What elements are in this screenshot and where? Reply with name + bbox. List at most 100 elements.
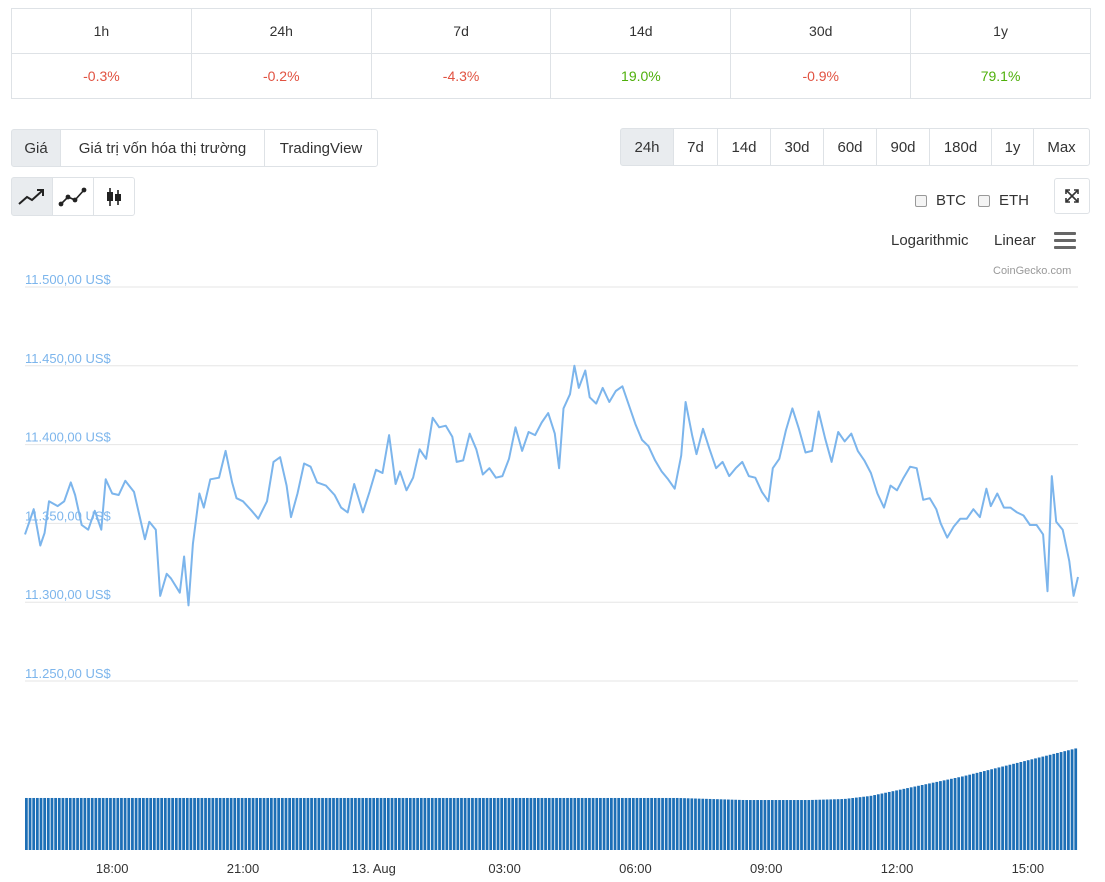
volume-bar [957, 777, 961, 850]
point-line-chart-button[interactable] [52, 177, 94, 216]
range-60d[interactable]: 60d [823, 128, 877, 166]
volume-bar [28, 797, 32, 850]
volume-bar [599, 797, 602, 850]
eth-checkbox[interactable] [978, 194, 990, 207]
volume-bar [90, 797, 94, 850]
volume-bar [964, 775, 968, 850]
volume-bar [862, 796, 866, 850]
volume-bar [321, 797, 324, 850]
volume-bar [924, 784, 928, 850]
range-1y[interactable]: 1y [991, 128, 1034, 166]
volume-bar [405, 797, 409, 850]
volume-bar [449, 797, 452, 850]
volume-bar [339, 797, 343, 850]
scale-logarithmic[interactable]: Logarithmic [891, 232, 969, 249]
menu-icon[interactable] [1054, 232, 1076, 250]
chart-type-toggle [11, 177, 135, 216]
volume-bar [474, 797, 478, 850]
btc-checkbox[interactable] [915, 194, 927, 207]
volume-bar [712, 799, 716, 850]
volume-bar [646, 797, 650, 850]
volume-bar [485, 797, 489, 850]
volume-bar [770, 800, 774, 850]
volume-bar [533, 797, 536, 850]
volume-bar [953, 778, 957, 850]
volume-bar [394, 797, 398, 850]
volume-bar [105, 797, 109, 850]
volume-bar [624, 797, 628, 850]
compare-btc[interactable]: BTC [915, 192, 966, 209]
credit-link[interactable]: CoinGecko.com [993, 265, 1072, 277]
volume-bar [262, 797, 266, 850]
volume-bar [898, 789, 902, 850]
volume-bar [343, 797, 346, 850]
range-max[interactable]: Max [1033, 128, 1090, 166]
volume-bar [182, 797, 185, 850]
volume-bar [416, 797, 419, 850]
volume-bar [507, 797, 511, 850]
volume-bar [595, 797, 599, 850]
range-7d[interactable]: 7d [673, 128, 718, 166]
volume-bar [372, 797, 376, 850]
volume-bar [610, 797, 613, 850]
tab-price[interactable]: Giá [11, 129, 61, 167]
volume-bar [811, 799, 814, 850]
volume-bar [240, 797, 244, 850]
volume-bar [672, 797, 675, 850]
fullscreen-button[interactable] [1054, 178, 1090, 214]
period-24h: 24h [190, 8, 372, 54]
volume-bar [807, 800, 811, 850]
volume-bar [482, 797, 485, 850]
change-7d: -4.3% [370, 53, 552, 99]
volume-bar [555, 797, 558, 850]
x-tick-label: 15:00 [1012, 861, 1045, 876]
chart-grid [25, 286, 1078, 682]
volume-bar [1019, 762, 1023, 850]
volume-bar [68, 797, 72, 850]
volume-bar [46, 797, 50, 850]
x-tick-label: 13. Aug [352, 861, 396, 876]
price-series-line [24, 364, 1079, 607]
volume-bar [489, 797, 493, 850]
range-180d[interactable]: 180d [929, 128, 992, 166]
tab-market-cap[interactable]: Giá trị vốn hóa thị trường [60, 129, 265, 167]
candlestick-button[interactable] [93, 177, 135, 216]
volume-bar [94, 797, 98, 850]
volume-bar [591, 797, 595, 850]
volume-bar [617, 797, 621, 850]
volume-bar [705, 798, 708, 850]
volume-bar [620, 797, 624, 850]
volume-bar [668, 797, 672, 850]
volume-bar [248, 797, 251, 850]
volume-bar [979, 771, 983, 850]
volume-bar [434, 797, 438, 850]
volume-bar [1034, 758, 1037, 850]
volume-bar [87, 797, 90, 850]
volume-bar [185, 797, 189, 850]
volume-bar [412, 797, 416, 850]
scale-linear[interactable]: Linear [994, 232, 1036, 249]
tab-tradingview[interactable]: TradingView [264, 129, 378, 167]
volume-bar [167, 797, 171, 850]
volume-bar [1070, 749, 1074, 850]
line-chart-button[interactable] [11, 177, 53, 216]
volume-bar [547, 797, 551, 850]
volume-bar [302, 797, 306, 850]
volume-bar [284, 797, 288, 850]
volume-bar [931, 782, 935, 850]
volume-bar [613, 797, 617, 850]
volume-bar [50, 797, 54, 850]
range-14d[interactable]: 14d [717, 128, 771, 166]
y-tick-label: 11.350,00 US$ [25, 508, 112, 523]
volume-bar [887, 791, 891, 850]
change-1y: 79.1% [910, 53, 1091, 99]
range-30d[interactable]: 30d [770, 128, 824, 166]
volume-bar [452, 797, 456, 850]
volume-bar [928, 783, 931, 850]
volume-bar [269, 797, 273, 850]
volume-bar [160, 797, 164, 850]
compare-eth[interactable]: ETH [978, 192, 1029, 209]
volume-bar [727, 799, 730, 850]
volume-bar [376, 797, 379, 850]
volume-bar [397, 797, 401, 850]
